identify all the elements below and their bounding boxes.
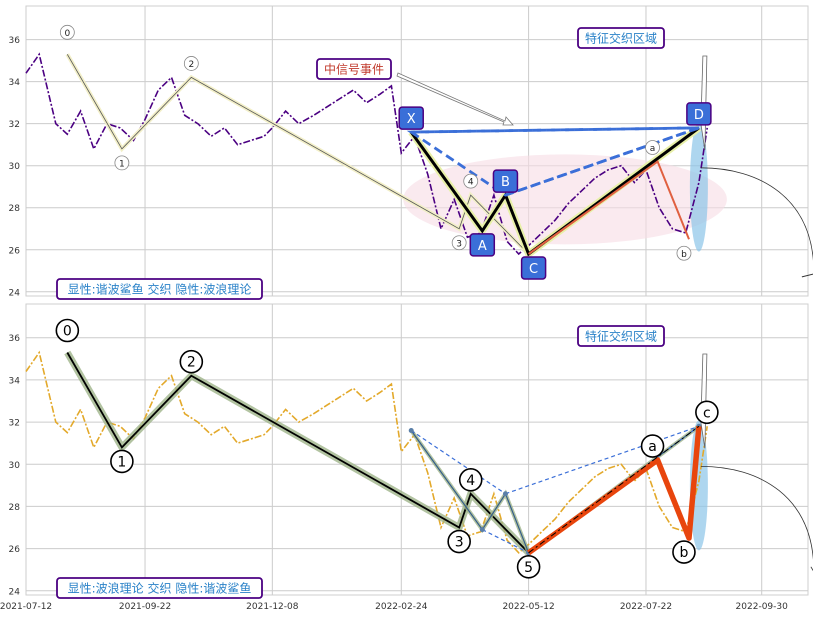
wave-label-circle [59, 24, 75, 40]
wave-label-circle [645, 140, 660, 155]
wave-label-a: a [650, 144, 656, 154]
y-tick-label: 26 [9, 246, 21, 256]
wave-label-b: b [680, 545, 689, 561]
wave-label-a: a [648, 439, 657, 455]
x-tick-label: 2022-05-12 [502, 602, 554, 612]
y-tick-label: 34 [9, 376, 21, 386]
harmonic-bd-line [504, 126, 700, 197]
wave-label-circle [458, 467, 483, 492]
wave-label-4: 4 [466, 473, 475, 489]
wave-label-circle [55, 318, 80, 343]
harmonic-label-C: C [529, 262, 538, 277]
y-tick-label: 36 [9, 36, 21, 46]
wave-label-2: 2 [188, 60, 194, 70]
y-tick-label: 24 [9, 288, 21, 298]
wave-label-circle [695, 400, 719, 425]
x-tick-label: 2022-07-22 [620, 602, 672, 612]
y-tick-label: 30 [9, 461, 21, 471]
y-tick-label: 30 [9, 162, 21, 172]
y-tick-label: 28 [9, 204, 21, 214]
wave-label-2: 2 [187, 355, 196, 371]
panel-top: 24262830323436012345abXABCD特征交织区域中信号事件显性… [9, 5, 813, 300]
harmonic-point [479, 527, 485, 533]
harmonic-ac-line [482, 529, 529, 554]
wave-label-circle [110, 449, 134, 474]
wave-abc-line [528, 159, 690, 255]
wave-label-circle [672, 540, 696, 564]
y-tick-label: 34 [9, 78, 21, 88]
wave-label-circle [114, 155, 130, 171]
x-tick-label: 2022-09-30 [736, 602, 789, 612]
forecast-curve-arrow [700, 167, 813, 264]
wave-label-circle [451, 235, 467, 251]
caption-label: 显性:波浪理论 交织 隐性:谐波鲨鱼 [68, 581, 252, 596]
harmonic-label-box [686, 102, 712, 126]
y-tick-label: 32 [9, 419, 20, 429]
wave-label-circle [516, 555, 541, 579]
caption-label: 显性:谐波鲨鱼 交织 隐性:波浪理论 [68, 282, 252, 297]
wave-label-circle [676, 245, 692, 261]
forecast-curve-arrow [700, 465, 813, 562]
harmonic-label-box [469, 233, 496, 257]
signal-label: 中信号事件 [324, 62, 384, 77]
plot-area [25, 5, 809, 297]
signal-label-box [316, 58, 392, 80]
y-tick-label: 24 [9, 587, 21, 597]
x-tick-label: 2021-12-08 [246, 602, 299, 612]
harmonic-point [408, 428, 414, 434]
wave-label-b: b [681, 250, 687, 260]
wave-label-0: 0 [64, 29, 70, 39]
harmonic-label-D: D [694, 108, 704, 123]
region-label: 特征交织区域 [585, 31, 657, 46]
x-tick-label: 2021-09-22 [119, 602, 171, 612]
wave-label-circle [640, 434, 665, 458]
panel-bottom: 2021-07-12 2021-09-22 2021-12-08 2022-02-24… [0, 303, 813, 612]
forecast-arrowhead [810, 566, 813, 572]
caption-box [56, 278, 263, 300]
wave-label-1: 1 [119, 159, 125, 169]
y-tick-label: 32 [9, 120, 20, 130]
wave-label-3: 3 [455, 535, 464, 551]
region-label: 特征交织区域 [585, 329, 657, 344]
harmonic-label-X: X [407, 112, 416, 127]
harmonic-xb-line [410, 430, 506, 495]
wave-label-0: 0 [63, 324, 72, 340]
harmonic-label-B: B [501, 175, 510, 190]
y-tick-label: 28 [9, 503, 21, 513]
y-tick-label: 26 [9, 545, 21, 555]
wave-label-c: c [703, 405, 711, 421]
wave-label-circle [179, 349, 204, 374]
wave-label-circle [447, 529, 471, 554]
wave-abc-line [526, 426, 702, 556]
wave-label-1: 1 [117, 454, 126, 470]
wave-label-circle [183, 56, 199, 71]
x-tick-label: 2022-02-24 [375, 602, 428, 612]
y-tick-label: 36 [9, 334, 21, 344]
region-label-box [577, 27, 665, 49]
harmonic-label-box [398, 106, 424, 130]
harmonic-xd-line [411, 126, 699, 134]
harmonic-label-box [492, 169, 519, 193]
wave-line [66, 54, 529, 255]
region-label-box [577, 325, 665, 347]
wave-label-circle [463, 173, 479, 189]
wave-label-5: 5 [524, 560, 533, 576]
price-line [25, 52, 708, 256]
wave-label-4: 4 [468, 178, 474, 188]
forecast-tick [801, 273, 813, 278]
x-tick-label: 2021-07-12 [0, 602, 52, 612]
signal-arrow [396, 72, 514, 126]
harmonic-point [502, 491, 508, 497]
harmonic-label-box [520, 256, 547, 280]
caption-box [56, 577, 263, 599]
wave-label-3: 3 [456, 239, 462, 249]
wave-line [66, 352, 530, 554]
harmonic-label-A: A [478, 239, 487, 254]
harmonic-bd-line [505, 425, 700, 495]
